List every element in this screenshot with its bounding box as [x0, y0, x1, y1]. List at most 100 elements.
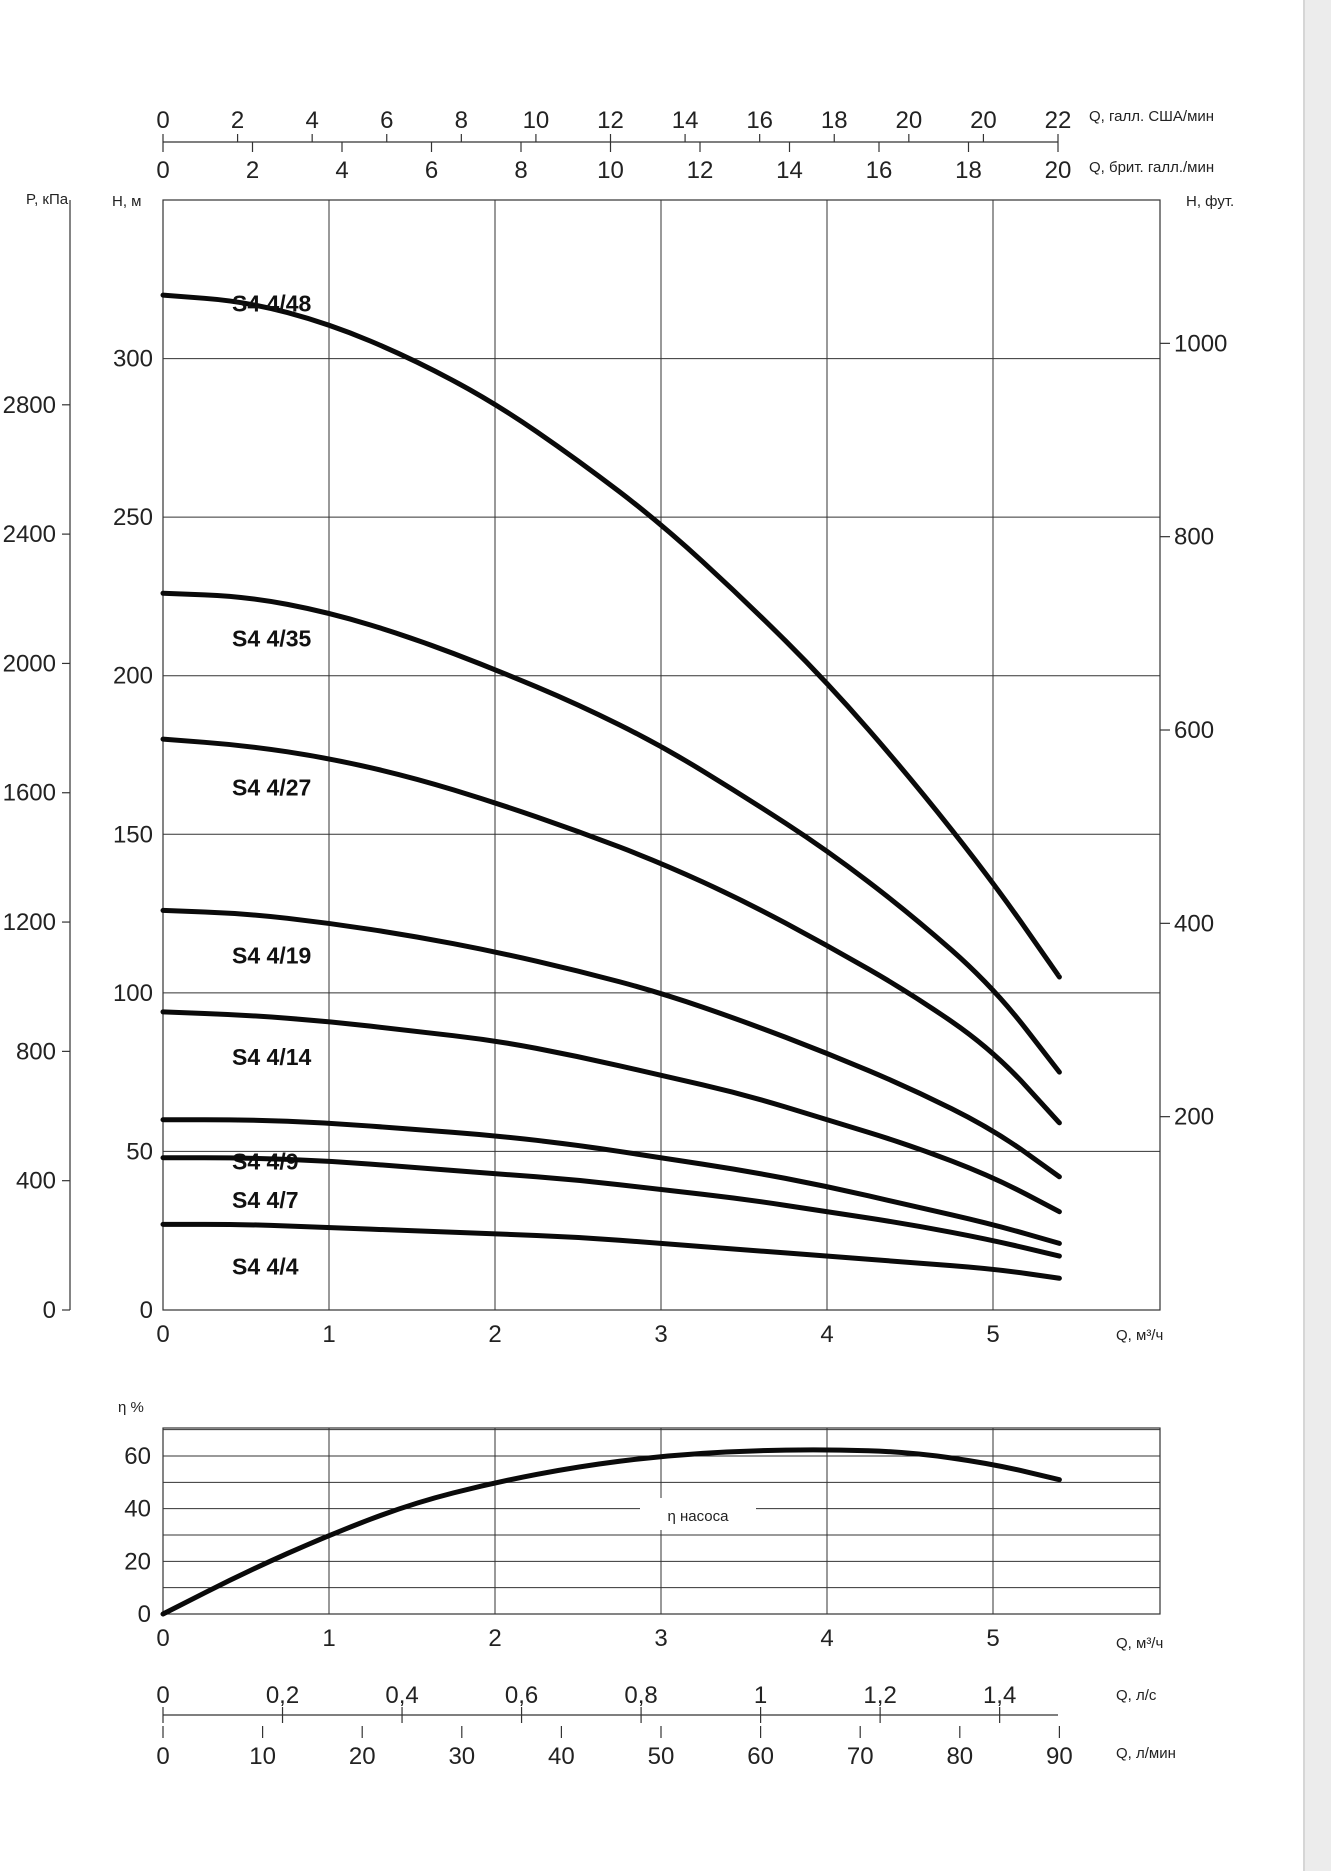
lmin-tick-label: 80 [946, 1743, 973, 1770]
curve-label: S4 4/4 [232, 1253, 299, 1279]
curve-s4-4-4 [160, 1221, 1062, 1281]
eta-x-tick-label: 0 [156, 1625, 169, 1652]
right-axis-label: H, фут. [1186, 193, 1234, 210]
y-tick-label: 300 [113, 346, 153, 373]
eta-y-tick-label: 40 [124, 1496, 151, 1523]
curve-s4-4-14 [160, 1009, 1062, 1215]
eta-x-tick-label: 5 [986, 1625, 999, 1652]
top-uk-label: 6 [425, 157, 438, 184]
top-us-label: 22 [1045, 107, 1072, 134]
eta-x-tick-label: 2 [488, 1625, 501, 1652]
top-us-label: 18 [821, 107, 848, 134]
top-uk-label: 4 [335, 157, 348, 184]
top-us-label: 10 [523, 107, 550, 134]
left-tick-label: 800 [16, 1038, 56, 1065]
eta-y-tick-label: 20 [124, 1548, 151, 1575]
ls-axis-label: Q, л/с [1116, 1687, 1157, 1704]
curve-label: S4 4/35 [232, 625, 311, 651]
left-tick-label: 2000 [3, 650, 56, 677]
y-tick-label: 50 [126, 1138, 153, 1165]
ls-tick-label: 0,2 [266, 1682, 299, 1709]
lmin-tick-label: 70 [847, 1743, 874, 1770]
top-uk-label: 0 [156, 157, 169, 184]
right-tick-label: 400 [1174, 910, 1214, 937]
lmin-tick-label: 30 [448, 1743, 475, 1770]
right-margin-bar [1303, 0, 1331, 1871]
lmin-tick-label: 60 [747, 1743, 774, 1770]
top-us-label: 20 [970, 107, 997, 134]
top-uk-label: 2 [246, 157, 259, 184]
top-uk-label: 20 [1045, 157, 1072, 184]
ls-tick-label: 0 [156, 1682, 169, 1709]
curve-s4-4-48 [160, 292, 1062, 980]
curve-s4-4-7 [160, 1155, 1062, 1259]
top-axis-us-label: Q, галл. США/мин [1089, 108, 1214, 125]
pump-performance-chart: P, кПа H, фут. H, м Q, м³/ч Q, галл. США… [3, 107, 1235, 1770]
top-uk-label: 16 [866, 157, 893, 184]
right-tick-label: 600 [1174, 717, 1214, 744]
top-us-label: 20 [895, 107, 922, 134]
x-tick-label: 4 [820, 1321, 833, 1348]
top-uk-label: 12 [687, 157, 714, 184]
ls-tick-label: 0,4 [385, 1682, 418, 1709]
ls-tick-label: 1,2 [863, 1682, 896, 1709]
eta-axis-label: η % [118, 1399, 144, 1416]
top-axis-uk-label: Q, брит. галл./мин [1089, 159, 1214, 176]
top-us-label: 8 [455, 107, 468, 134]
x-tick-label: 3 [654, 1321, 667, 1348]
y-tick-label: 0 [140, 1297, 153, 1324]
left-tick-label: 0 [43, 1297, 56, 1324]
left-tick-label: 2800 [3, 392, 56, 419]
lmin-tick-label: 10 [249, 1743, 276, 1770]
x-tick-label: 5 [986, 1321, 999, 1348]
lmin-tick-label: 20 [349, 1743, 376, 1770]
top-us-label: 12 [597, 107, 624, 134]
right-tick-label: 800 [1174, 524, 1214, 551]
top-us-label: 4 [305, 107, 318, 134]
curve-s4-4-27 [160, 736, 1062, 1126]
ls-tick-label: 1 [754, 1682, 767, 1709]
y-tick-label: 200 [113, 663, 153, 690]
right-tick-label: 200 [1174, 1104, 1214, 1131]
ls-tick-label: 0,8 [624, 1682, 657, 1709]
y-tick-label: 100 [113, 980, 153, 1007]
eta-annotation: η насоса [668, 1508, 730, 1525]
lmin-tick-label: 40 [548, 1743, 575, 1770]
eta-x-tick-label: 3 [654, 1625, 667, 1652]
ls-tick-label: 1,4 [983, 1682, 1016, 1709]
top-uk-label: 8 [514, 157, 527, 184]
curve-label: S4 4/27 [232, 774, 311, 800]
y-tick-label: 150 [113, 821, 153, 848]
left-tick-label: 2400 [3, 521, 56, 548]
top-us-label: 16 [746, 107, 773, 134]
x-tick-label: 2 [488, 1321, 501, 1348]
top-us-label: 2 [231, 107, 244, 134]
left-axis-label: P, кПа [26, 191, 69, 208]
y-tick-label: 250 [113, 504, 153, 531]
eta-x-axis-label: Q, м³/ч [1116, 1635, 1163, 1652]
x-axis-label: Q, м³/ч [1116, 1327, 1163, 1344]
eta-y-tick-label: 60 [124, 1443, 151, 1470]
curve-eta [160, 1447, 1062, 1617]
y-axis-label: H, м [112, 193, 141, 210]
lmin-tick-label: 90 [1046, 1743, 1073, 1770]
curve-label: S4 4/48 [232, 290, 311, 316]
top-uk-label: 18 [955, 157, 982, 184]
eta-x-tick-label: 4 [820, 1625, 833, 1652]
left-tick-label: 1600 [3, 780, 56, 807]
top-us-label: 0 [156, 107, 169, 134]
top-us-label: 14 [672, 107, 699, 134]
lmin-tick-label: 50 [648, 1743, 675, 1770]
x-tick-label: 1 [322, 1321, 335, 1348]
curve-label: S4 4/19 [232, 943, 311, 969]
eta-x-tick-label: 1 [322, 1625, 335, 1652]
curve-s4-4-9 [160, 1117, 1062, 1246]
curve-s4-4-35 [160, 590, 1062, 1075]
top-uk-label: 10 [597, 157, 624, 184]
right-tick-label: 1000 [1174, 330, 1227, 357]
ls-tick-label: 0,6 [505, 1682, 538, 1709]
top-us-label: 6 [380, 107, 393, 134]
lmin-axis-label: Q, л/мин [1116, 1745, 1176, 1762]
lmin-tick-label: 0 [156, 1743, 169, 1770]
